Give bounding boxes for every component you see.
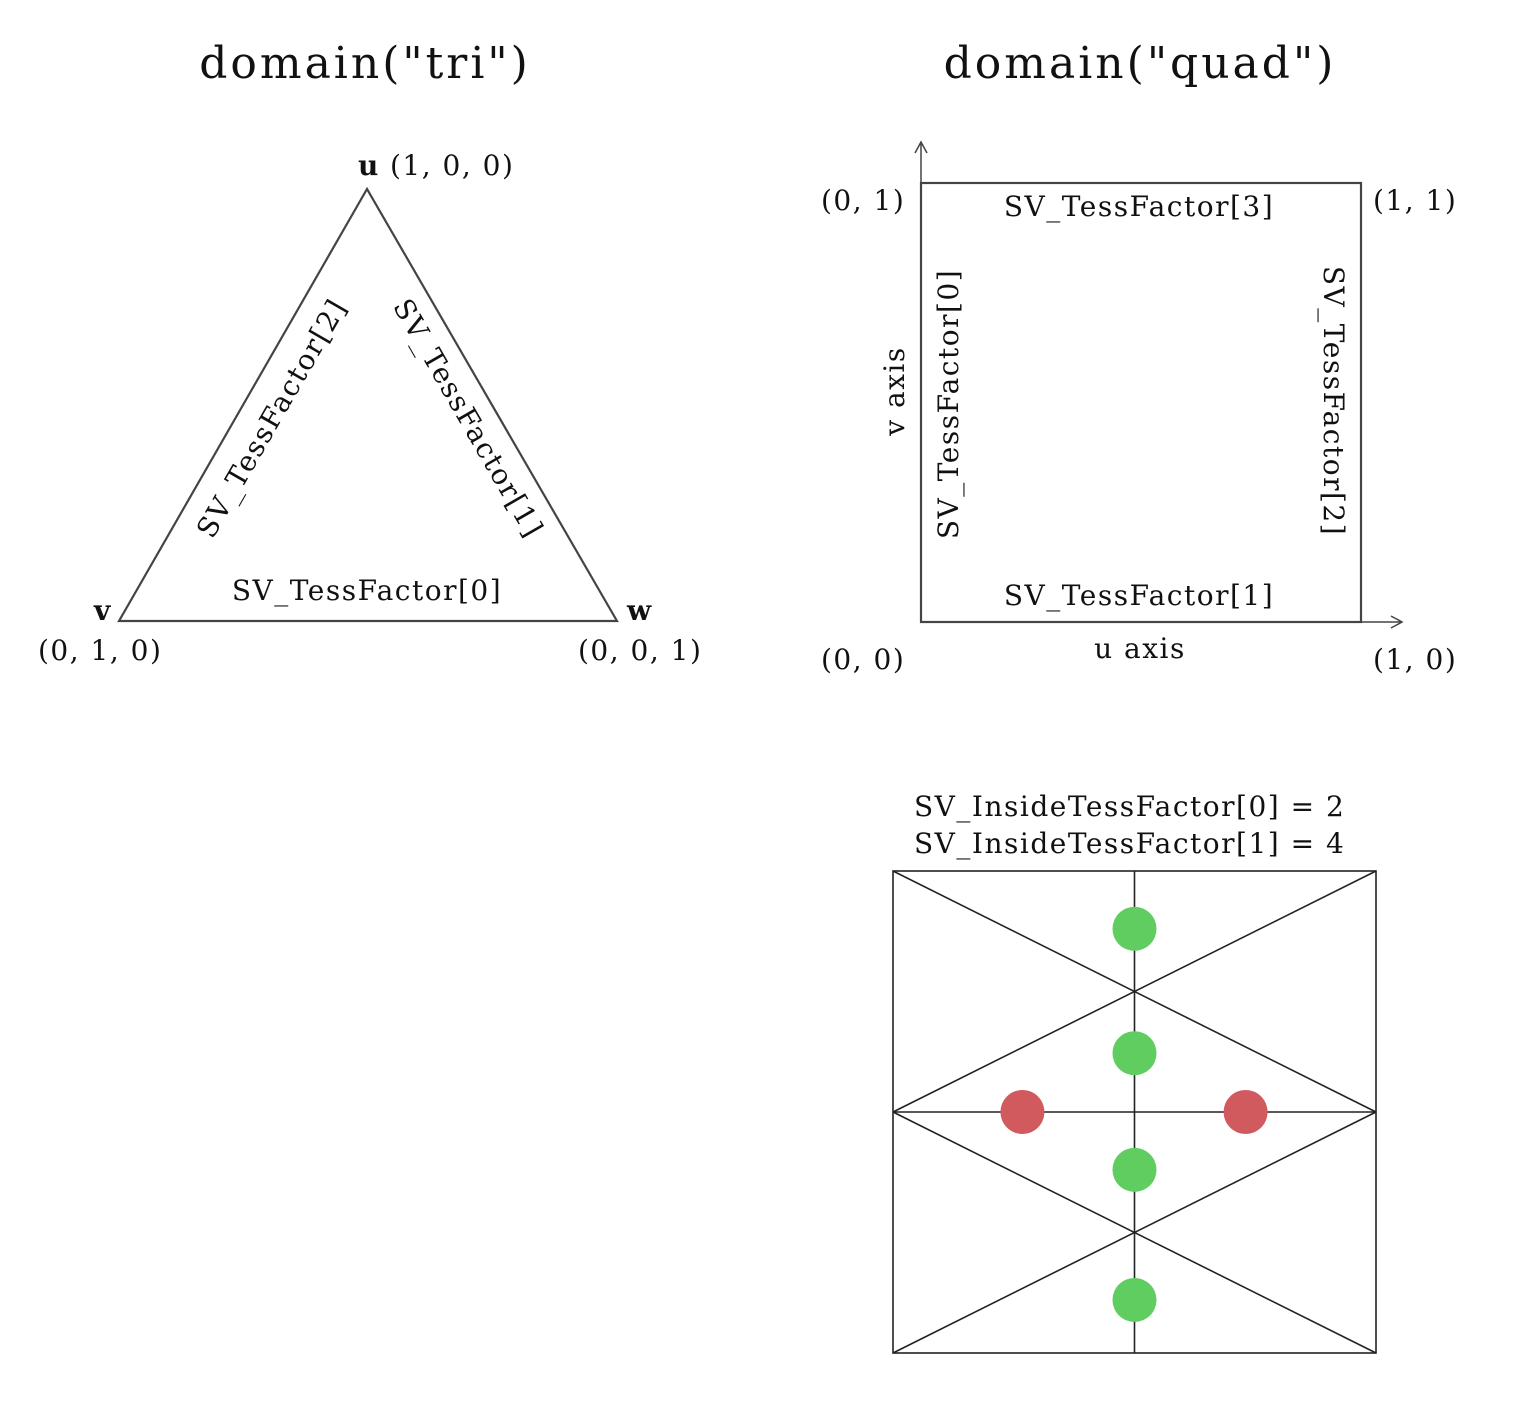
tri-vertex-v-label: v — [93, 594, 111, 627]
mesh-diagonal-line — [892, 870, 1377, 1113]
tri-edge-1-label: SV_TessFactor[1] — [386, 293, 550, 544]
inside-factor-1-point — [1112, 1031, 1157, 1076]
quad-coord-1-1: (1, 1) — [1373, 184, 1457, 217]
inside-mesh-lines — [892, 870, 1377, 1354]
tri-edge-2-label: SV_TessFactor[2] — [190, 293, 354, 544]
inside-tess-panel: SV_InsideTessFactor[0] = 2 SV_InsideTess… — [892, 790, 1377, 1354]
quad-title: domain("quad") — [944, 38, 1337, 89]
quad-square — [919, 181, 1363, 624]
inside-factor-0-point — [1223, 1090, 1268, 1134]
inside-factor-1-point — [1112, 906, 1157, 951]
inside-factor-1-point — [1112, 1277, 1157, 1322]
mesh-diagonal-line — [892, 1111, 1377, 1354]
inside-factor-1-label: SV_InsideTessFactor[1] = 4 — [914, 827, 1345, 860]
tri-vertex-u-coord: (1, 0, 0) — [390, 149, 514, 182]
quad-edge-1-label: SV_TessFactor[1] — [1004, 579, 1274, 612]
quad-edge-2-label: SV_TessFactor[2] — [1317, 266, 1350, 536]
quad-coord-0-1: (0, 1) — [821, 184, 905, 217]
tri-triangle — [117, 186, 619, 623]
quad-u-axis-label: u axis — [1094, 632, 1186, 665]
tri-domain-panel: domain("tri") u (1, 0, 0) v (0, 1, 0) w … — [38, 38, 702, 667]
quad-domain-panel: domain("quad") (0, 1) (1, 1) (0, 0) (1, … — [821, 38, 1457, 676]
tri-edge-0-label: SV_TessFactor[0] — [232, 574, 502, 607]
tri-vertex-u-label: u — [358, 149, 378, 182]
tri-title: domain("tri") — [199, 38, 531, 89]
tri-vertex-w-label: w — [626, 594, 652, 627]
inside-factor-1-point — [1112, 1147, 1157, 1192]
quad-edge-3-label: SV_TessFactor[3] — [1004, 190, 1274, 223]
inside-points — [1000, 906, 1268, 1322]
quad-coord-1-0: (1, 0) — [1373, 643, 1457, 676]
inside-factor-0-point — [1000, 1090, 1045, 1134]
quad-edge-0-label: SV_TessFactor[0] — [932, 269, 965, 539]
tri-vertex-w-coord: (0, 0, 1) — [578, 634, 702, 667]
quad-coord-0-0: (0, 0) — [821, 643, 905, 676]
inside-factor-0-label: SV_InsideTessFactor[0] = 2 — [914, 790, 1345, 823]
tri-vertex-v-coord: (0, 1, 0) — [38, 634, 162, 667]
quad-v-axis-label: v axis — [878, 346, 911, 437]
